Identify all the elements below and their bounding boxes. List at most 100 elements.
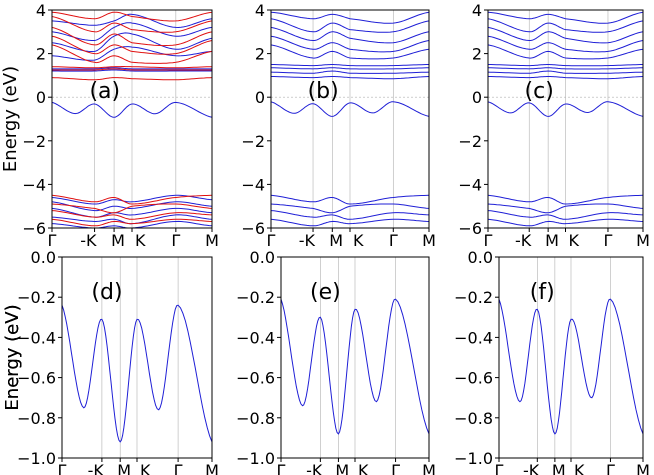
x-tick-label: Γ	[267, 231, 276, 250]
x-tick-label: -K	[299, 231, 316, 250]
band-line-up-6	[488, 64, 643, 67]
panel-label: (e)	[310, 280, 341, 305]
y-axis-title: Energy (eV)	[0, 66, 21, 172]
x-tick-label: K	[353, 231, 364, 250]
y-tick-label: 4	[255, 1, 265, 20]
y-tick-label: −6	[241, 219, 265, 238]
x-tick-label: Γ	[174, 461, 183, 475]
band-line-up-10	[488, 194, 643, 205]
x-tick-label: K	[140, 461, 151, 475]
x-tick-label: M	[329, 231, 343, 250]
plot-area-e	[281, 257, 429, 458]
plot-area-a	[52, 10, 212, 228]
band-line-up-2	[52, 22, 212, 41]
series-line-1	[62, 304, 212, 443]
plot-area-f	[499, 257, 643, 458]
band-line-up-5	[271, 44, 429, 60]
band-line-up-11	[488, 203, 643, 214]
panel-label: (c)	[525, 79, 554, 104]
y-tick-label: 4	[472, 1, 482, 20]
panel-f: 0.0−0.2−0.4−0.6−0.8−1.0Γ -K M K Γ M(f)Energy …	[2, 248, 650, 475]
band-line-up-13	[271, 218, 429, 227]
x-tick-label: Γ	[171, 231, 180, 250]
panel-label: (a)	[89, 79, 120, 104]
y-tick-label: 0	[472, 88, 482, 107]
band-line-up-6	[52, 69, 212, 72]
x-tick-label: M	[545, 231, 559, 250]
band-line-up-1	[488, 11, 643, 24]
panel-e: 0.0−0.2−0.4−0.6−0.8−1.0Γ -K M K Γ M(e)Energy …	[2, 248, 436, 475]
band-line-up-5	[488, 44, 643, 60]
band-line-up-3	[488, 26, 643, 44]
y-axis-title: Energy (eV)	[2, 304, 23, 410]
x-tick-label: -K	[80, 231, 97, 250]
band-line-down-2	[52, 16, 212, 33]
y-tick-label: 2	[255, 45, 265, 64]
x-tick-label: Γ	[604, 231, 613, 250]
band-line-down-9	[52, 194, 212, 205]
x-tick-label: Γ	[391, 461, 400, 475]
y-tick-label: −0.4	[236, 328, 275, 347]
band-line-up-9	[488, 76, 643, 80]
y-tick-label: −2	[241, 132, 265, 151]
y-tick-label: −0.2	[17, 288, 56, 307]
band-line-up-3	[271, 26, 429, 44]
band-line-up-8	[271, 70, 429, 74]
x-tick-label: -K	[515, 231, 532, 250]
x-tick-label: M	[205, 461, 219, 475]
valence-band-line	[52, 101, 212, 118]
band-line-down-8	[52, 77, 212, 81]
plot-area-c	[488, 10, 643, 228]
panel-a: 420−2−4−6Γ -K M K Γ M(a)Energy (eV)	[0, 1, 219, 250]
band-line-up-3	[52, 32, 212, 53]
y-tick-label: −0.6	[454, 369, 493, 388]
x-tick-label: K	[569, 231, 580, 250]
band-line-down-10	[52, 203, 212, 214]
band-line-up-10	[52, 214, 212, 225]
x-tick-label: M	[422, 461, 436, 475]
y-axis-title: Energy (eV)	[2, 304, 23, 410]
y-tick-label: 0	[36, 88, 46, 107]
x-tick-label: Γ	[277, 461, 286, 475]
y-tick-label: 0	[255, 88, 265, 107]
y-tick-label: 0.0	[250, 248, 275, 267]
panel-label: (b)	[308, 79, 339, 104]
band-line-up-12	[271, 210, 429, 220]
x-tick-label: -K	[306, 461, 323, 475]
x-tick-label: -K	[523, 461, 540, 475]
band-line-down-5	[52, 44, 212, 64]
band-line-down-12	[52, 218, 212, 227]
x-tick-label: M	[422, 231, 436, 250]
x-tick-label: -K	[88, 461, 105, 475]
y-tick-label: −0.8	[17, 409, 56, 428]
y-tick-label: −1.0	[454, 449, 493, 468]
y-tick-label: −4	[241, 175, 265, 194]
plot-area-d	[62, 257, 212, 458]
panel-d: 0.0−0.2−0.4−0.6−0.8−1.0Γ -K M K Γ M(d)Energy …	[2, 248, 219, 475]
band-line-up-1	[271, 11, 429, 24]
band-line-down-4	[52, 35, 212, 55]
band-line-down-11	[52, 210, 212, 220]
series-line-1	[281, 298, 429, 435]
y-tick-label: −4	[458, 175, 482, 194]
y-tick-label: −0.2	[454, 288, 493, 307]
band-line-down-7	[52, 68, 212, 71]
band-line-up-7	[271, 67, 429, 70]
x-tick-label: Γ	[484, 231, 493, 250]
x-tick-label: K	[135, 231, 146, 250]
band-line-up-7	[488, 67, 643, 70]
y-tick-label: −0.4	[17, 328, 56, 347]
y-tick-label: −0.8	[236, 409, 275, 428]
band-line-up-9	[271, 76, 429, 80]
y-tick-label: −1.0	[236, 449, 275, 468]
y-tick-label: −0.4	[454, 328, 493, 347]
y-tick-label: −4	[22, 175, 46, 194]
valence-band-line	[271, 101, 429, 117]
y-tick-label: −2	[22, 132, 46, 151]
x-tick-label: M	[335, 461, 349, 475]
x-tick-label: M	[205, 231, 219, 250]
x-tick-label: M	[117, 461, 131, 475]
y-tick-label: −0.2	[236, 288, 275, 307]
panel-label: (f)	[530, 280, 555, 305]
